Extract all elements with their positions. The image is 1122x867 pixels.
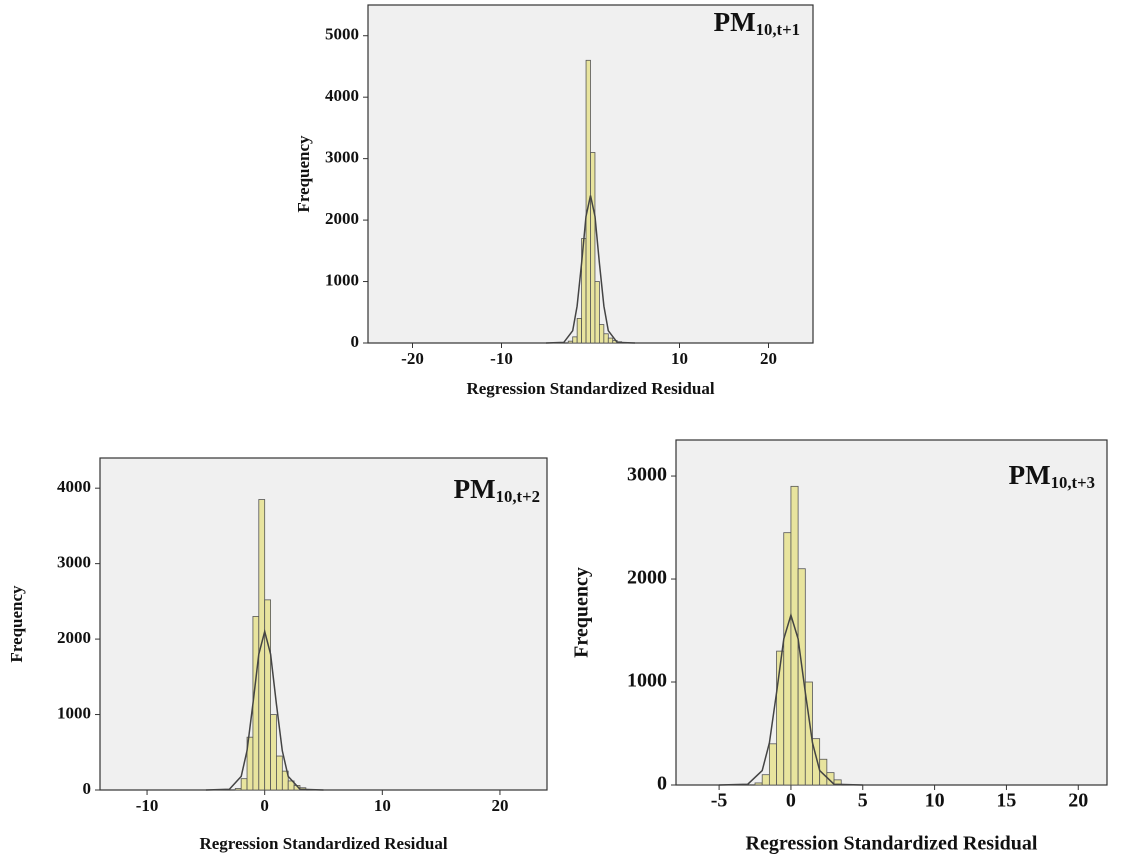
y-tick-label: 1000 <box>325 270 359 289</box>
chart-title: PM10,t+2 <box>454 474 540 506</box>
y-tick-label: 5000 <box>325 25 359 44</box>
histogram-bar <box>768 743 777 786</box>
y-tick-label: 4000 <box>57 477 91 496</box>
y-tick-label: 1000 <box>57 703 91 722</box>
plot-area <box>675 439 1108 786</box>
chart-title: PM10,t+3 <box>1009 460 1095 492</box>
title-subscript: 10,t+1 <box>756 20 800 39</box>
x-tick-label: 0 <box>786 790 796 812</box>
histogram-bar <box>590 152 596 344</box>
x-tick-label: -10 <box>136 796 159 815</box>
histogram-bar <box>797 568 806 786</box>
histogram-bar <box>264 599 271 791</box>
y-axis-label: Frequency <box>294 135 313 213</box>
x-tick-label: 20 <box>491 796 508 815</box>
y-tick-label: 0 <box>657 773 667 795</box>
title-subscript: 10,t+3 <box>1051 473 1095 492</box>
x-tick-label: 10 <box>374 796 391 815</box>
histogram-bar <box>826 772 835 786</box>
histogram-bar <box>607 337 614 344</box>
histogram-bar <box>276 755 283 791</box>
x-axis-label: Regression Standardized Residual <box>746 833 1038 855</box>
x-tick-label: -10 <box>490 349 513 368</box>
y-tick-label: 4000 <box>325 86 359 105</box>
title-main: PM <box>1009 460 1051 490</box>
histogram-bar <box>819 758 828 786</box>
y-tick-label: 0 <box>83 779 92 798</box>
y-tick-label: 2000 <box>57 628 91 647</box>
histogram-bar <box>270 714 277 791</box>
x-axis-label: Regression Standardized Residual <box>466 379 714 398</box>
histogram-bar <box>572 336 578 344</box>
title-subscript: 10,t+2 <box>496 487 540 506</box>
histogram-bar <box>240 778 248 791</box>
histogram-bar <box>804 681 813 786</box>
plot-area <box>99 457 548 791</box>
y-axis-label: Frequency <box>571 567 593 658</box>
chart-title: PM10,t+1 <box>714 7 800 39</box>
y-tick-label: 3000 <box>627 464 667 486</box>
histogram-bar <box>594 281 600 344</box>
histogram-bar <box>783 532 792 786</box>
x-tick-label: 10 <box>925 790 945 812</box>
x-tick-label: 20 <box>1068 790 1088 812</box>
y-tick-label: 1000 <box>627 670 667 692</box>
x-tick-label: 0 <box>260 796 269 815</box>
histogram-bar <box>754 782 763 786</box>
y-tick-label: 3000 <box>325 148 359 167</box>
x-tick-label: -5 <box>711 790 728 812</box>
normal-curve <box>719 612 863 786</box>
y-tick-label: 3000 <box>57 553 91 572</box>
histogram-bar <box>567 340 574 344</box>
title-main: PM <box>714 7 756 37</box>
title-main: PM <box>454 474 496 504</box>
x-tick-label: 20 <box>760 349 777 368</box>
x-axis-label: Regression Standardized Residual <box>199 834 447 853</box>
y-tick-label: 0 <box>351 332 360 351</box>
normal-curve <box>545 195 636 344</box>
y-tick-label: 2000 <box>627 567 667 589</box>
histogram-bar <box>576 318 583 344</box>
histogram-bar <box>761 774 770 786</box>
histogram-bar <box>603 333 609 344</box>
x-tick-label: 10 <box>671 349 688 368</box>
x-tick-label: 15 <box>996 790 1016 812</box>
histogram-bar <box>234 788 242 791</box>
x-tick-label: -20 <box>401 349 424 368</box>
histogram-bar <box>252 616 260 791</box>
y-axis-label: Frequency <box>7 585 26 663</box>
histogram-bar <box>599 324 605 344</box>
y-tick-label: 2000 <box>325 209 359 228</box>
x-tick-label: 5 <box>858 790 868 812</box>
normal-curve <box>205 628 324 791</box>
